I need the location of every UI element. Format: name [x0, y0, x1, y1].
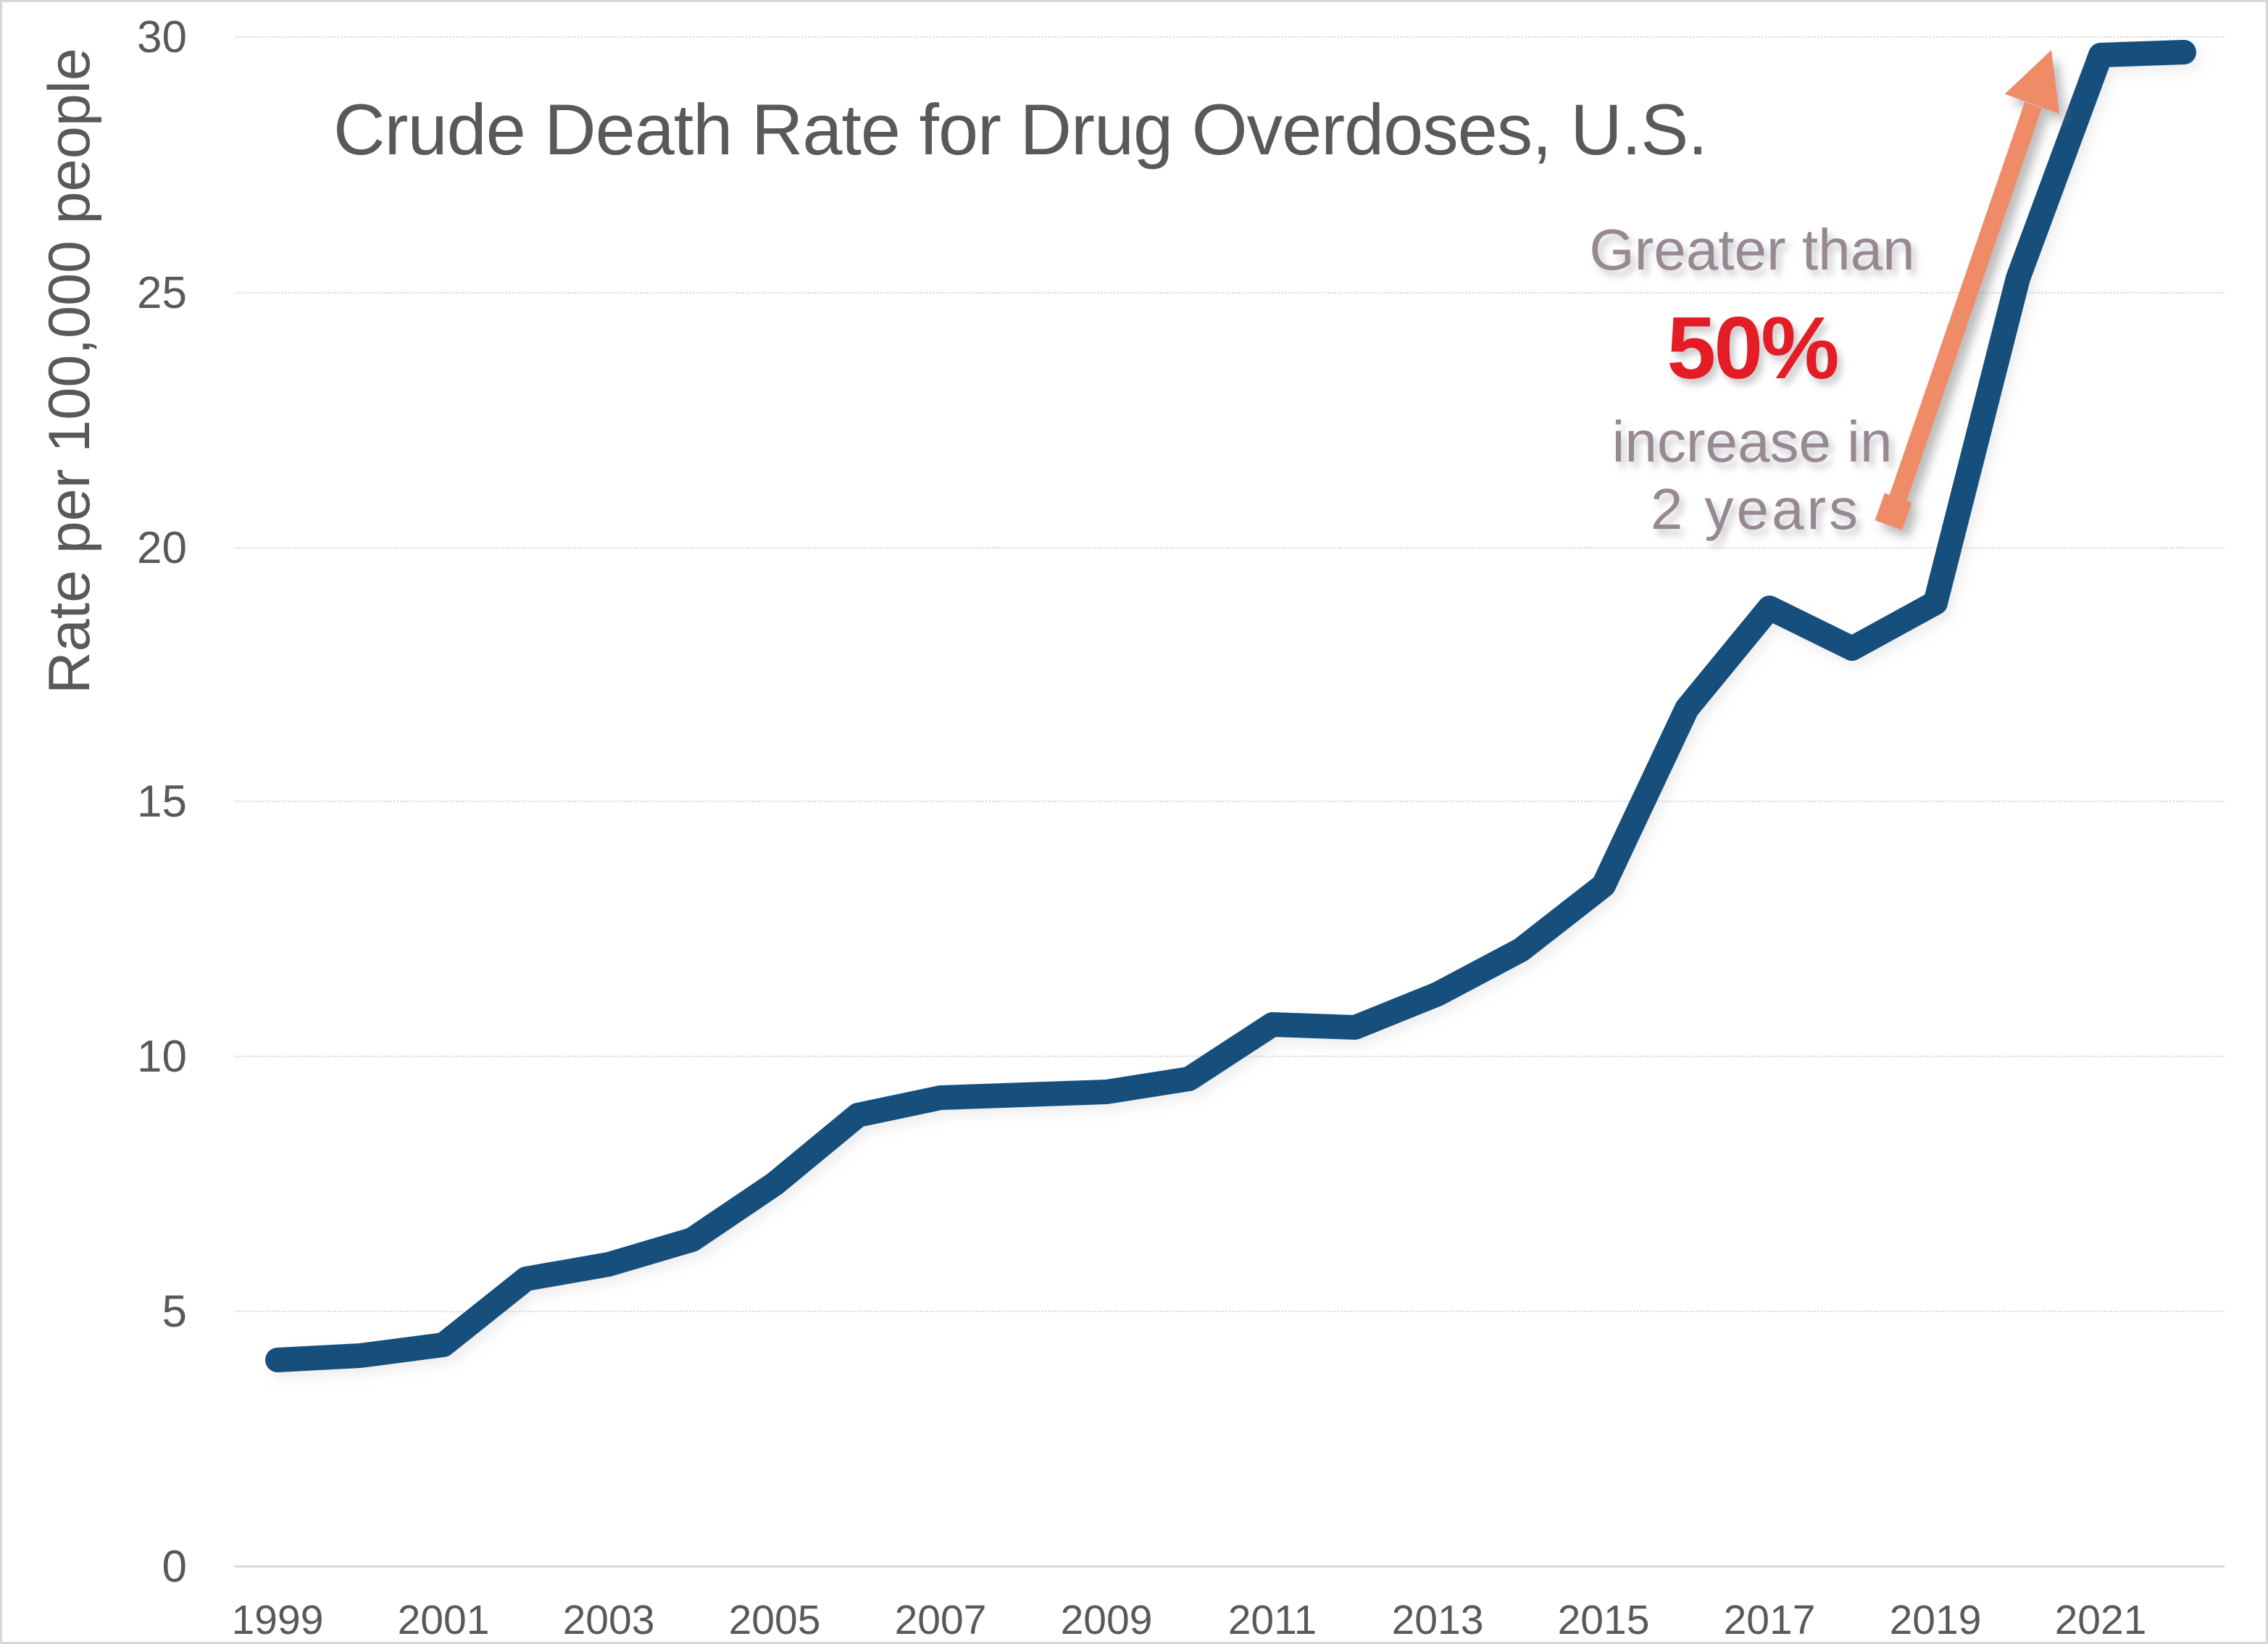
svg-text:2009: 2009: [1061, 1597, 1153, 1643]
svg-text:2 years: 2 years: [1651, 477, 1861, 541]
svg-text:2019: 2019: [1890, 1597, 1982, 1643]
svg-text:2015: 2015: [1558, 1597, 1650, 1643]
svg-text:Greater than: Greater than: [1589, 217, 1914, 282]
svg-text:2005: 2005: [729, 1597, 821, 1643]
svg-text:Rate per 100,000 people: Rate per 100,000 people: [37, 48, 102, 694]
svg-text:Crude Death Rate for Drug Over: Crude Death Rate for Drug Overdoses, U.S…: [333, 89, 1707, 170]
svg-text:30: 30: [137, 12, 187, 62]
svg-text:20: 20: [137, 523, 187, 573]
svg-text:50%: 50%: [1667, 299, 1838, 397]
svg-text:2007: 2007: [895, 1597, 987, 1643]
svg-text:2017: 2017: [1724, 1597, 1816, 1643]
svg-text:2001: 2001: [398, 1597, 490, 1643]
svg-text:10: 10: [137, 1032, 187, 1082]
svg-text:2021: 2021: [2055, 1597, 2147, 1643]
svg-text:increase in: increase in: [1612, 409, 1893, 474]
svg-text:0: 0: [162, 1542, 187, 1592]
svg-text:1999: 1999: [232, 1597, 324, 1643]
svg-text:25: 25: [137, 268, 187, 318]
svg-text:2011: 2011: [1228, 1597, 1317, 1643]
svg-text:15: 15: [137, 777, 187, 827]
svg-text:5: 5: [162, 1287, 187, 1337]
svg-text:2003: 2003: [563, 1597, 655, 1643]
svg-text:2013: 2013: [1392, 1597, 1484, 1643]
